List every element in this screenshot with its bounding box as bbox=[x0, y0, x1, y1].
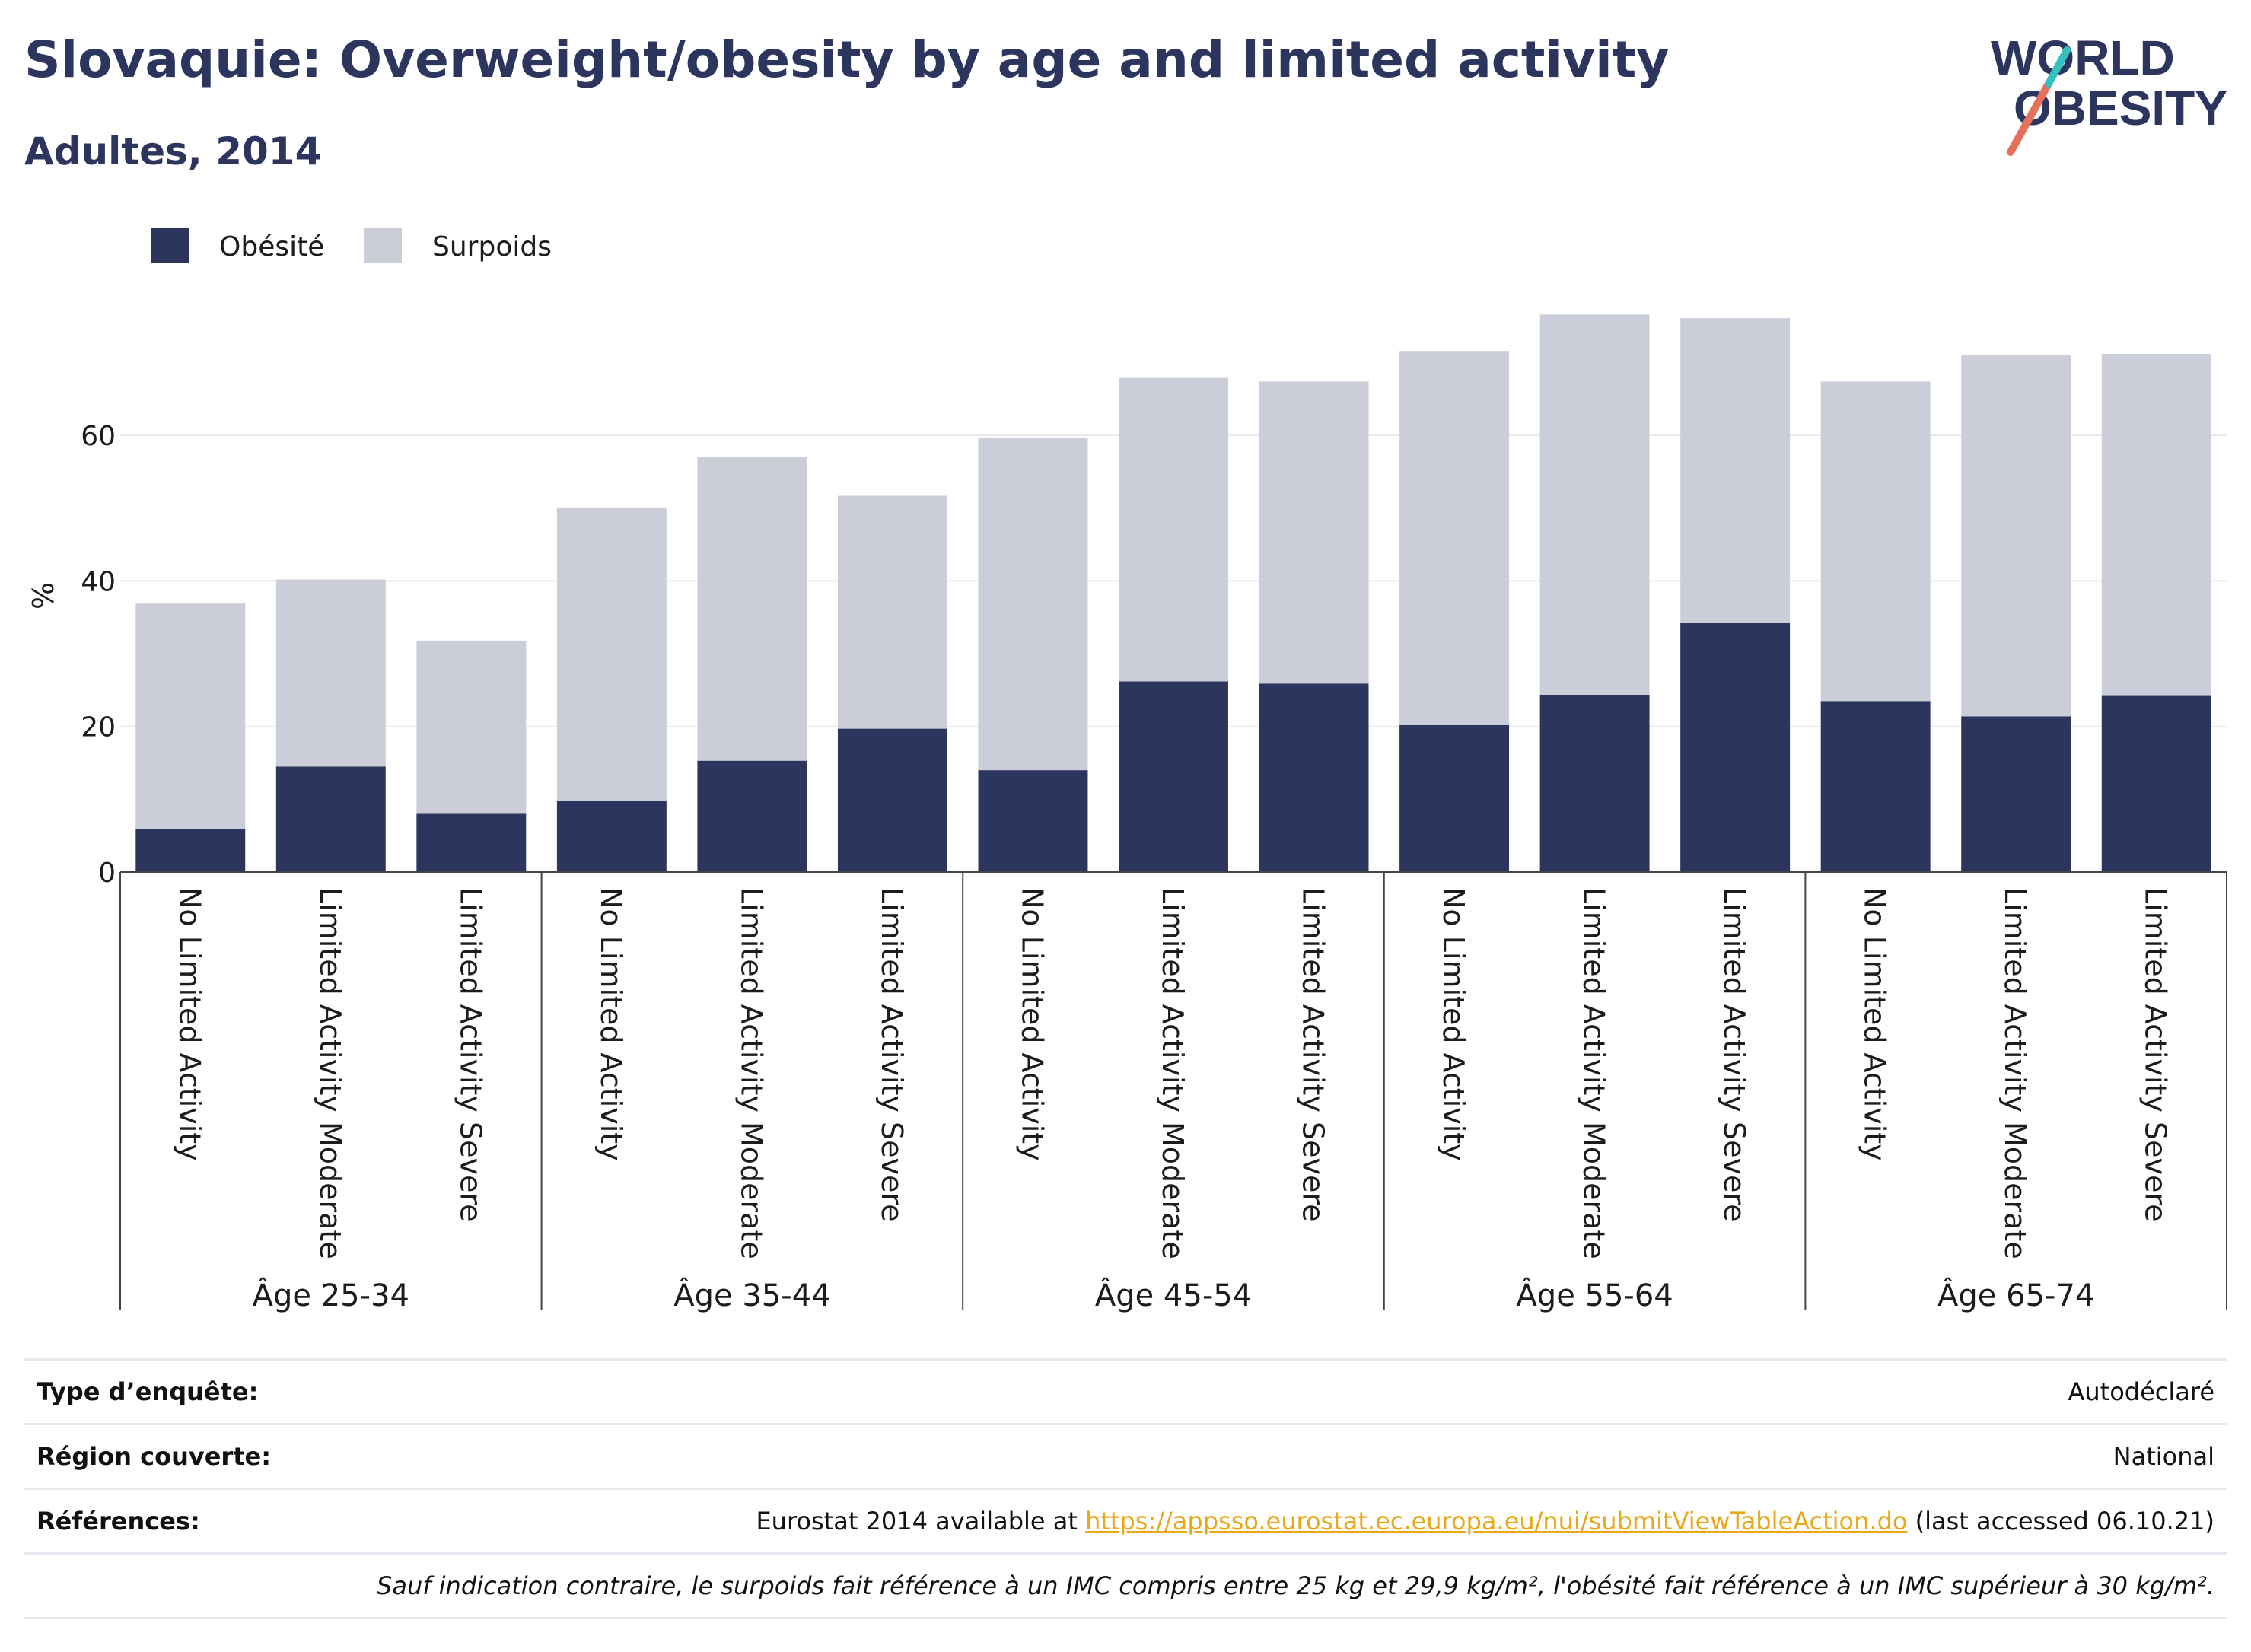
bar-obesity-11 bbox=[1539, 695, 1650, 872]
category-label-4: No Limited Activity bbox=[594, 887, 628, 1161]
footer-row-survey-type: Type d’enquête: Autodéclaré bbox=[24, 1358, 2227, 1423]
category-label-15: Limited Activity Severe bbox=[2139, 887, 2173, 1222]
chart-subtitle: Adultes, 2014 bbox=[24, 129, 322, 173]
y-tick-label-60: 60 bbox=[81, 421, 116, 452]
bar-overweight-1 bbox=[135, 603, 246, 829]
world-obesity-logo: WORLD OBESITY bbox=[1991, 30, 2227, 156]
bar-obesity-7 bbox=[978, 770, 1088, 872]
category-label-9: Limited Activity Severe bbox=[1297, 887, 1330, 1222]
bar-obesity-3 bbox=[416, 813, 527, 872]
references-suffix: (last accessed 06.10.21) bbox=[1907, 1507, 2214, 1536]
bar-obesity-14 bbox=[1961, 716, 2071, 872]
bar-overweight-10 bbox=[1399, 351, 1510, 725]
category-label-2: Limited Activity Moderate bbox=[314, 887, 347, 1259]
category-label-13: No Limited Activity bbox=[1858, 887, 1892, 1161]
bar-obesity-1 bbox=[135, 829, 246, 872]
region-value: National bbox=[2113, 1442, 2214, 1471]
bar-obesity-2 bbox=[275, 766, 386, 872]
category-label-10: No Limited Activity bbox=[1437, 887, 1470, 1161]
bar-overweight-6 bbox=[837, 495, 947, 729]
bars bbox=[135, 314, 2211, 872]
bar-overweight-4 bbox=[556, 507, 667, 801]
y-tick-label-0: 0 bbox=[98, 858, 116, 889]
legend-swatch-obesity bbox=[151, 228, 189, 263]
legend: Obésité Surpoids bbox=[151, 228, 552, 263]
category-label-8: Limited Activity Moderate bbox=[1156, 887, 1189, 1259]
metadata-footer: Type d’enquête: Autodéclaré Région couve… bbox=[24, 1358, 2227, 1619]
group-label-5: Âge 65-74 bbox=[1937, 1277, 2094, 1313]
bar-obesity-13 bbox=[1820, 701, 1931, 872]
group-label-4: Âge 55-64 bbox=[1516, 1277, 1673, 1313]
bar-overweight-12 bbox=[1680, 318, 1791, 623]
category-label-7: No Limited Activity bbox=[1015, 887, 1049, 1161]
bar-overweight-15 bbox=[2101, 354, 2211, 696]
bar-overweight-2 bbox=[275, 579, 386, 767]
bar-obesity-10 bbox=[1399, 724, 1510, 872]
bmi-definition-note: Sauf indication contraire, le surpoids f… bbox=[377, 1571, 2214, 1600]
category-label-6: Limited Activity Severe bbox=[875, 887, 909, 1222]
bar-overweight-5 bbox=[697, 457, 807, 761]
bar-overweight-8 bbox=[1119, 377, 1228, 682]
legend-label-obesity: Obésité bbox=[219, 231, 324, 263]
category-label-5: Limited Activity Moderate bbox=[734, 887, 768, 1259]
legend-swatch-overweight bbox=[364, 228, 402, 263]
logo-slash-coral bbox=[2007, 80, 2052, 156]
footer-row-note: Sauf indication contraire, le surpoids f… bbox=[24, 1552, 2227, 1619]
references-value: Eurostat 2014 available at https://appss… bbox=[756, 1507, 2214, 1536]
footer-row-references: Références: Eurostat 2014 available at h… bbox=[24, 1488, 2227, 1552]
group-label-1: Âge 25-34 bbox=[253, 1277, 409, 1313]
category-label-1: No Limited Activity bbox=[173, 887, 206, 1161]
bar-overweight-3 bbox=[416, 640, 527, 814]
group-label-2: Âge 35-44 bbox=[673, 1277, 830, 1313]
bar-overweight-11 bbox=[1539, 314, 1650, 695]
y-tick-label-40: 40 bbox=[81, 566, 116, 597]
axes: % No Limited Activity Limited Activity Mod… bbox=[27, 582, 2227, 1313]
references-prefix: Eurostat 2014 available at bbox=[756, 1507, 1086, 1536]
bar-overweight-13 bbox=[1820, 381, 1931, 702]
bar-obesity-12 bbox=[1680, 622, 1791, 872]
footer-row-region: Région couverte: National bbox=[24, 1423, 2227, 1488]
y-tick-label-20: 20 bbox=[81, 712, 116, 743]
references-label: Références: bbox=[37, 1507, 200, 1536]
bar-obesity-8 bbox=[1119, 681, 1228, 872]
group-label-3: Âge 45-54 bbox=[1095, 1277, 1252, 1313]
bar-overweight-14 bbox=[1961, 355, 2071, 717]
survey-type-value: Autodéclaré bbox=[2068, 1377, 2214, 1406]
logo-line-1: WORLD bbox=[1991, 30, 2175, 85]
bar-obesity-9 bbox=[1259, 683, 1369, 872]
bar-obesity-15 bbox=[2101, 695, 2211, 872]
bar-obesity-5 bbox=[697, 760, 807, 872]
bar-obesity-4 bbox=[556, 801, 667, 872]
category-label-12: Limited Activity Severe bbox=[1718, 887, 1751, 1222]
bar-overweight-7 bbox=[978, 438, 1088, 771]
logo-slash-teal bbox=[2045, 46, 2071, 88]
survey-type-label: Type d’enquête: bbox=[37, 1377, 259, 1406]
bar-obesity-6 bbox=[837, 728, 947, 872]
chart-title: Slovaquie: Overweight/obesity by age and… bbox=[24, 30, 1670, 89]
stacked-bar-chart: Obésité Surpoids 0 20 40 60 % No Limited Acti… bbox=[27, 228, 2227, 1313]
category-label-3: Limited Activity Severe bbox=[454, 887, 487, 1222]
category-label-11: Limited Activity Moderate bbox=[1578, 887, 1611, 1259]
category-label-14: Limited Activity Moderate bbox=[1998, 887, 2032, 1259]
references-link[interactable]: https://appsso.eurostat.ec.europa.eu/nui… bbox=[1085, 1507, 1908, 1536]
region-label: Région couverte: bbox=[37, 1442, 271, 1471]
y-axis-label: % bbox=[27, 582, 60, 610]
legend-label-overweight: Surpoids bbox=[432, 231, 552, 263]
bar-overweight-9 bbox=[1259, 381, 1369, 684]
